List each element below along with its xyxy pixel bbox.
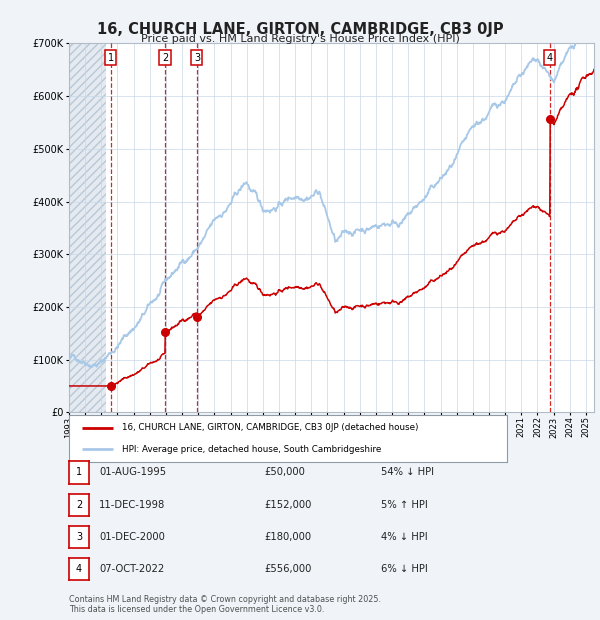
Text: £152,000: £152,000 [264, 500, 311, 510]
Text: 4% ↓ HPI: 4% ↓ HPI [381, 532, 428, 542]
Text: Contains HM Land Registry data © Crown copyright and database right 2025.: Contains HM Land Registry data © Crown c… [69, 595, 381, 604]
Text: 2: 2 [162, 53, 168, 63]
Text: 4: 4 [547, 53, 553, 63]
Text: 01-AUG-1995: 01-AUG-1995 [99, 467, 166, 477]
Text: 6% ↓ HPI: 6% ↓ HPI [381, 564, 428, 574]
Text: 3: 3 [194, 53, 200, 63]
Text: 5% ↑ HPI: 5% ↑ HPI [381, 500, 428, 510]
Text: This data is licensed under the Open Government Licence v3.0.: This data is licensed under the Open Gov… [69, 605, 325, 614]
Text: 01-DEC-2000: 01-DEC-2000 [99, 532, 165, 542]
Text: £50,000: £50,000 [264, 467, 305, 477]
Text: £556,000: £556,000 [264, 564, 311, 574]
Text: HPI: Average price, detached house, South Cambridgeshire: HPI: Average price, detached house, Sout… [122, 445, 381, 454]
Text: 07-OCT-2022: 07-OCT-2022 [99, 564, 164, 574]
Text: £180,000: £180,000 [264, 532, 311, 542]
Text: 11-DEC-1998: 11-DEC-1998 [99, 500, 165, 510]
Text: 3: 3 [76, 532, 82, 542]
Text: Price paid vs. HM Land Registry's House Price Index (HPI): Price paid vs. HM Land Registry's House … [140, 34, 460, 44]
Text: 54% ↓ HPI: 54% ↓ HPI [381, 467, 434, 477]
Text: 1: 1 [76, 467, 82, 477]
Text: 1: 1 [107, 53, 114, 63]
Text: 16, CHURCH LANE, GIRTON, CAMBRIDGE, CB3 0JP (detached house): 16, CHURCH LANE, GIRTON, CAMBRIDGE, CB3 … [122, 423, 418, 433]
Text: 4: 4 [76, 564, 82, 574]
Text: 16, CHURCH LANE, GIRTON, CAMBRIDGE, CB3 0JP: 16, CHURCH LANE, GIRTON, CAMBRIDGE, CB3 … [97, 22, 503, 37]
Text: 2: 2 [76, 500, 82, 510]
